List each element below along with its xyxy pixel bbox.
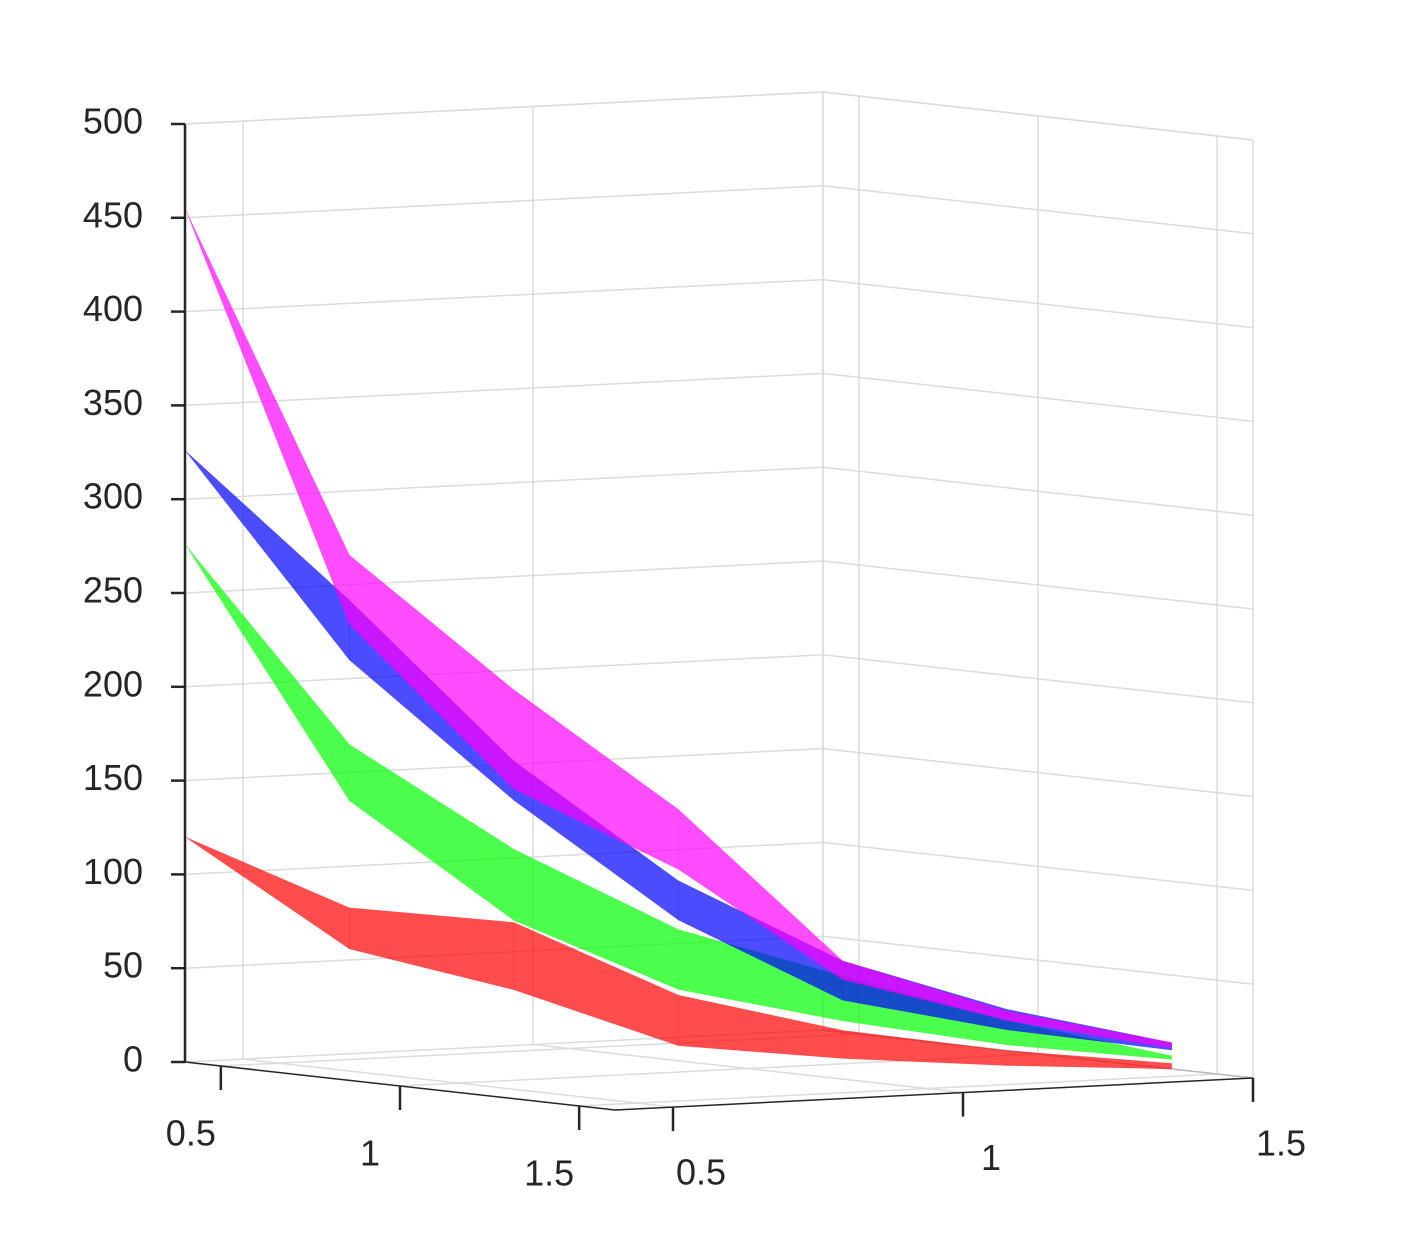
grid-line — [184, 185, 824, 219]
y-tick-label: 1.5 — [1256, 1123, 1306, 1164]
grid-line — [184, 466, 824, 500]
band-segment — [1007, 1010, 1173, 1049]
box-edge — [184, 91, 824, 125]
y-axis — [614, 1077, 1254, 1111]
z-tick-label: 300 — [83, 476, 143, 517]
grid-line — [184, 278, 824, 313]
grid-line — [184, 560, 824, 594]
band-segment — [1007, 1050, 1173, 1070]
y-tick-label: 1 — [981, 1137, 1001, 1178]
z-tick-label: 100 — [83, 851, 143, 892]
z-tick-label: 0 — [123, 1039, 143, 1080]
z-tick-label: 250 — [83, 570, 143, 611]
z-tick-label: 150 — [83, 757, 143, 798]
y-tick-label: 0.5 — [676, 1152, 726, 1193]
z-tick-label: 350 — [83, 382, 143, 423]
grid-line — [184, 372, 824, 407]
z-tick-label: 450 — [83, 194, 143, 235]
box-edge — [822, 91, 1254, 141]
z-tick-label: 200 — [83, 663, 143, 704]
z-tick-label: 400 — [83, 288, 143, 329]
z-tick-label: 500 — [83, 101, 143, 142]
x-tick-label: 1.5 — [524, 1153, 574, 1194]
z-tick-label: 50 — [103, 945, 143, 986]
x-tick-label: 1 — [360, 1133, 380, 1174]
grid-line — [579, 1073, 1218, 1107]
x-tick-label: 0.5 — [166, 1113, 216, 1154]
